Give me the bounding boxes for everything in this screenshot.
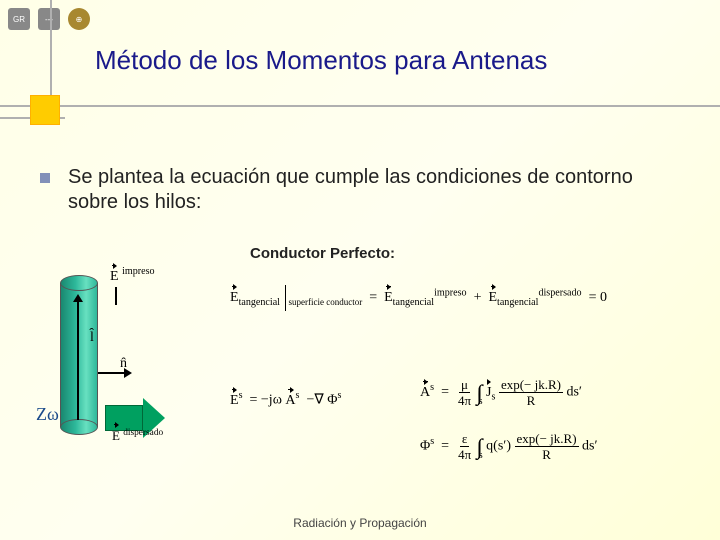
bullet-text: Se plantea la ecuación que cumple las co… [68,165,680,215]
equation-vector-potential: As = μ4π ∫∫s Js exp(− jk.R)R ds′ [420,378,582,407]
logo-3: ⊕ [68,8,90,30]
bullet-icon [40,173,50,183]
n-hat-label: n̂ [120,356,127,372]
bullet-row: Se plantea la ecuación que cumple las co… [40,165,680,215]
page-title: Método de los Momentos para Antenas [95,45,547,76]
l-hat-label: l̂ [90,330,94,346]
n-arrow [98,372,126,374]
e-impreso-label: E impreso [110,266,155,285]
z-omega-label: Zω [36,404,59,425]
equation-scattered-field: Es = −jω As −∇ Φs [230,390,341,409]
e-impreso-arrow [115,287,117,305]
accent-square [30,95,60,125]
e-dispersado-label: E dispersado [112,428,163,444]
logo-2: --- [38,8,60,30]
header-logos: GR --- ⊕ [8,8,90,30]
axis-arrow [77,300,79,420]
subtitle: Conductor Perfecto: [250,245,395,262]
deco-lines [0,95,720,125]
logo-1: GR [8,8,30,30]
equation-boundary: Etangencial superficie conductor = Etang… [230,285,607,311]
footer-text: Radiación y Propagación [0,516,720,530]
equation-scalar-potential: Φs = ε4π ∫∫s q(s′) exp(− jk.R)R ds′ [420,432,598,461]
